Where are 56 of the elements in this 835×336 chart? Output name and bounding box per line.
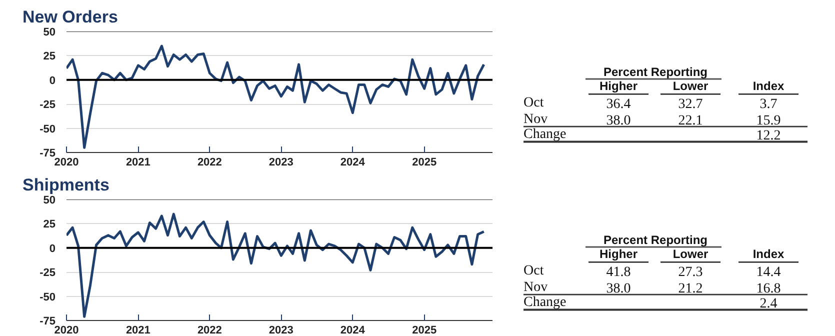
category-label: Nov [524,112,548,127]
category-label: Index [752,79,784,94]
x-tick-label: 2020 [54,156,79,168]
category-label: Change [524,126,566,142]
text: 3.7 [760,96,778,112]
y-tick-label: 0 [49,74,56,87]
category-label: Lower [672,247,708,262]
text: 14.4 [756,264,781,280]
line-series [66,44,486,149]
text: 15.9 [756,113,781,128]
y-tick-label: 50 [43,194,56,206]
y-tick-label: 25 [43,218,56,231]
line-series [66,212,486,318]
text: 16.8 [756,281,781,296]
category-label: Higher [600,247,638,262]
category-label: Lower [672,79,708,94]
x-tick-label: 2024 [340,156,366,168]
x-tick-label: 2024 [340,324,366,336]
text: 38.0 [606,281,631,296]
x-tick-label: 2021 [126,156,150,168]
category-label: Nov [524,280,548,295]
category-label: Change [524,294,566,310]
text: 21.2 [678,281,703,296]
y-tick-label: -25 [40,99,56,112]
text: 36.4 [606,96,631,112]
text: Percent Reporting [603,232,708,247]
text: 12.2 [756,128,781,144]
x-tick-label: 2025 [412,324,437,336]
text: 38.0 [606,113,631,128]
category-label: Index [752,247,784,262]
category-label: Higher [600,79,638,94]
text: 41.8 [606,264,631,280]
x-tick-label: 2022 [197,156,222,168]
x-tick-label: 2025 [412,156,437,168]
y-tick-label: 25 [43,50,56,63]
y-tick-label: -50 [40,123,56,136]
y-tick-label: -50 [40,291,56,304]
y-tick-label: -75 [40,148,56,160]
y-tick-label: -75 [40,316,56,328]
y-tick-label: 0 [49,242,56,255]
chart-title: New Orders [22,8,118,26]
text: 2.4 [760,296,778,312]
x-tick-label: 2021 [126,324,150,336]
category-label: Oct [524,263,544,278]
text: 32.7 [678,96,703,112]
text: Percent Reporting [603,64,708,79]
x-tick-label: 2020 [54,324,79,336]
category-label: Oct [524,95,544,110]
y-tick-label: -25 [40,267,56,280]
text: 22.1 [678,113,703,128]
chart-title: Shipments [22,176,110,194]
x-tick-label: 2022 [197,324,222,336]
y-tick-label: 50 [43,26,56,38]
x-tick-label: 2023 [268,156,294,168]
x-tick-label: 2023 [268,324,294,336]
text: 27.3 [678,264,703,280]
